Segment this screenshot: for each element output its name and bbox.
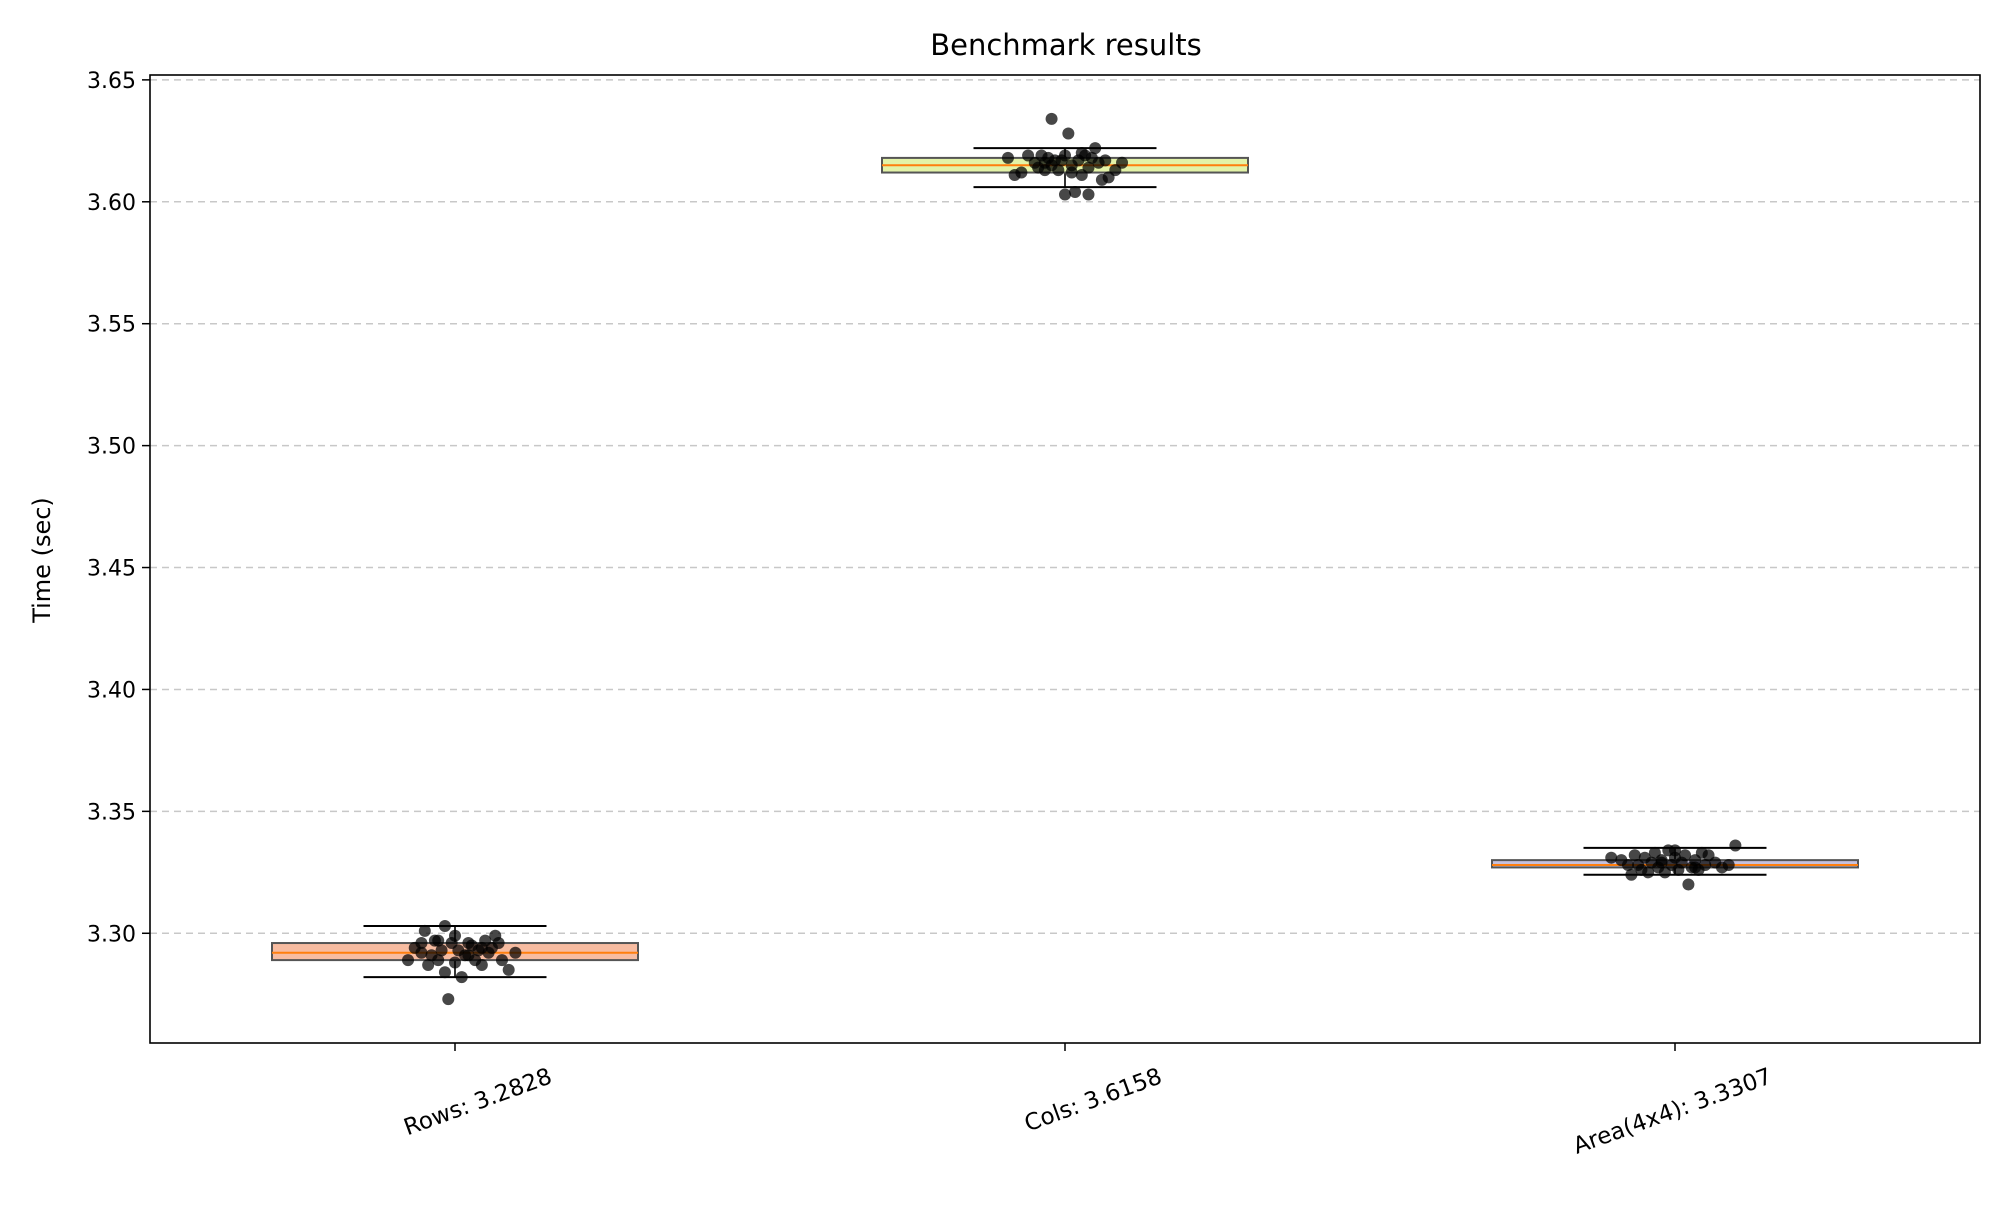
data-point — [1069, 186, 1082, 199]
data-point — [1682, 878, 1695, 891]
data-point — [1669, 844, 1681, 857]
data-point — [462, 949, 475, 962]
data-point — [1015, 166, 1028, 179]
data-point — [415, 937, 428, 950]
data-point — [1605, 851, 1618, 864]
data-point — [1722, 859, 1735, 872]
data-point — [1679, 849, 1692, 862]
data-point — [455, 971, 468, 984]
data-point — [495, 954, 508, 967]
data-point — [422, 958, 435, 971]
data-point — [1075, 147, 1088, 160]
x-tick-label: Area(4x4): 3.3307 — [1570, 1064, 1776, 1160]
y-tick-label: 3.35 — [87, 800, 136, 825]
y-tick-label: 3.40 — [87, 678, 136, 703]
data-point — [1001, 151, 1014, 164]
data-point — [1038, 156, 1051, 169]
data-point — [1729, 839, 1742, 852]
data-point — [1082, 161, 1095, 174]
plot-frame — [149, 74, 1981, 1044]
x-tick-label: Rows: 3.2828 — [401, 1064, 556, 1142]
data-point — [1062, 127, 1075, 140]
y-tick-label: 3.30 — [87, 922, 136, 947]
data-point — [415, 946, 428, 959]
data-point — [432, 934, 445, 947]
data-point — [492, 937, 505, 950]
x-axis: Rows: 3.2828 Cols: 3.6158 Area(4x4): 3.330… — [401, 1043, 1776, 1160]
data-point — [1082, 188, 1095, 201]
data-point — [1052, 164, 1065, 177]
data-point — [1045, 112, 1058, 125]
y-tick-label: 3.60 — [87, 191, 136, 216]
data-point — [1689, 861, 1702, 874]
y-tick-label: 3.65 — [87, 69, 136, 94]
grid-lines — [150, 79, 1980, 935]
data-point — [435, 944, 448, 957]
data-point — [1655, 856, 1668, 869]
data-point — [1632, 859, 1645, 872]
data-point — [1059, 188, 1071, 201]
data-point — [438, 919, 451, 932]
data-point — [475, 958, 488, 971]
data-point — [449, 956, 461, 969]
data-point — [1059, 149, 1071, 162]
data-point — [442, 993, 455, 1006]
data-point — [432, 954, 445, 967]
data-point — [509, 946, 522, 959]
data-point — [1625, 868, 1638, 881]
y-tick-label: 3.45 — [87, 557, 136, 582]
y-tick-label: 3.50 — [87, 435, 136, 460]
data-point — [502, 963, 515, 976]
data-point — [1116, 156, 1129, 169]
x-tick-label: Cols: 3.6158 — [1021, 1064, 1165, 1138]
boxes — [271, 147, 1859, 979]
data-point — [1628, 849, 1641, 862]
data-point — [1699, 859, 1712, 872]
data-point — [449, 929, 461, 942]
data-point — [438, 966, 451, 979]
data-point — [402, 954, 415, 967]
data-point — [475, 941, 488, 954]
data-point — [1642, 866, 1655, 879]
y-axis-label: Time (sec) — [28, 497, 56, 624]
y-tick-label: 3.55 — [87, 313, 136, 338]
data-point — [418, 924, 431, 937]
data-point — [1622, 859, 1635, 872]
chart-title: Benchmark results — [930, 28, 1202, 62]
data-points — [402, 112, 1742, 1006]
y-axis: 3.30 3.35 3.40 3.45 3.50 3.55 3.60 3.65 — [87, 69, 150, 947]
data-point — [1089, 142, 1102, 155]
data-point — [1065, 166, 1078, 179]
data-point — [1099, 154, 1112, 167]
